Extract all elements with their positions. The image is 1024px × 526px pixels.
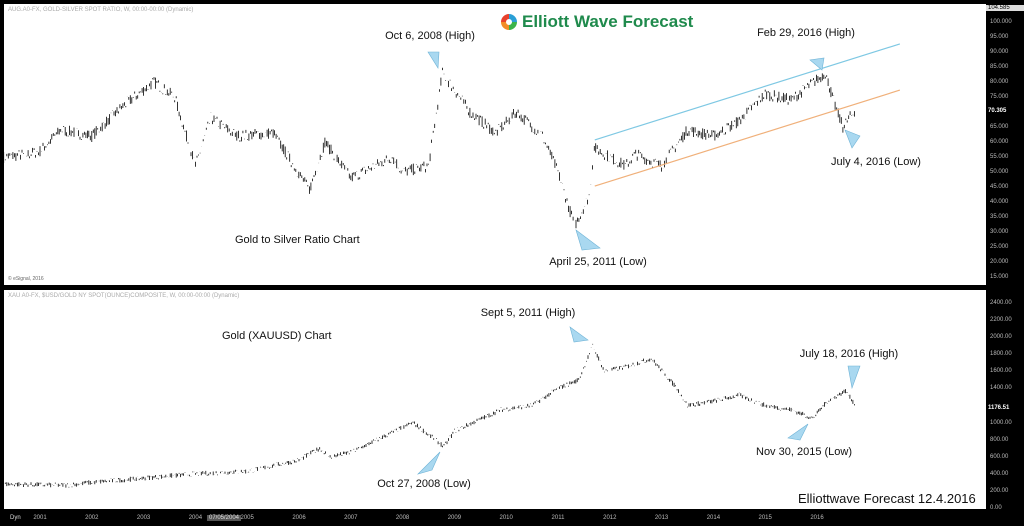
y-tick-label: 45.000 [990, 184, 1009, 190]
annotation-apr-2011-low: April 25, 2011 (Low) [549, 256, 647, 268]
lower-trendline [594, 89, 901, 187]
y-tick-label: 2200.00 [990, 317, 1012, 324]
y-tick-label: 25.000 [990, 244, 1009, 250]
callout-arrow-icon [787, 423, 809, 441]
annotation-oct-2008-low: Oct 27, 2008 (Low) [377, 478, 471, 490]
y-tick-label: 400.00 [990, 470, 1009, 477]
x-tick-label: 2003 [136, 515, 151, 521]
y-tick-label: 35.000 [990, 214, 1009, 220]
gold-chart-header: XAU A0-FX, $USD/GOLD NY SPOT(OUNCE)COMPO… [8, 293, 240, 299]
callout-arrow-icon [809, 57, 825, 71]
x-tick-label: 2007 [344, 515, 358, 521]
callout-arrow-icon [416, 451, 441, 475]
annotation-nov-2015-low: Nov 30, 2015 (Low) [756, 446, 852, 458]
last-price-label: 70.305 [986, 108, 1024, 115]
annotation-jul-2016-low: July 4, 2016 (Low) [831, 156, 921, 168]
ratio-price-line [3, 67, 855, 229]
y-tick-label: 800.00 [990, 436, 1009, 443]
callout-arrow-icon [427, 51, 440, 69]
callout-arrow-icon [575, 229, 601, 251]
y-tick-label: 200.00 [990, 487, 1009, 494]
annotation-oct-2008-high: Oct 6, 2008 (High) [385, 30, 475, 42]
y-tick-label: 15.000 [990, 274, 1009, 280]
gold-price-line [3, 343, 855, 488]
x-tick-label: 2015 [758, 515, 772, 521]
upper-trendline [594, 43, 901, 141]
x-tick-label: 2010 [499, 515, 513, 521]
x-tick-label: 2013 [654, 515, 669, 521]
annotation-sep-2011-high: Sept 5, 2011 (High) [480, 307, 576, 319]
y-tick-label: 55.000 [990, 154, 1009, 160]
callout-arrow-icon [569, 326, 589, 343]
copyright: © eSignal, 2016 [8, 276, 44, 282]
x-tick-label: 2002 [85, 515, 99, 521]
y-tick-label: 100.000 [990, 19, 1012, 25]
x-tick-label: 2001 [33, 515, 47, 521]
ratio-chart-title: Gold to Silver Ratio Chart [235, 234, 360, 246]
callout-arrow-icon [847, 365, 861, 390]
y-tick-label: 50.000 [990, 169, 1009, 175]
annotation-jul-2016-high: July 18, 2016 (High) [799, 348, 899, 360]
y-tick-label: 60.000 [990, 139, 1009, 145]
cursor-date: 07/05/2004 [206, 515, 242, 521]
ratio-chart-header: AUG.A0-FX, GOLD-SILVER SPOT RATIO, W, 00… [8, 7, 194, 13]
x-tick-label: 2009 [447, 515, 462, 521]
watermark: Elliottwave Forecast 12.4.2016 [798, 491, 976, 506]
x-tick-label: 2006 [292, 515, 306, 521]
dyn-label[interactable]: Dyn [10, 515, 21, 521]
y-tick-label: 600.00 [990, 453, 1009, 460]
logo-text: Elliott Wave Forecast [522, 12, 694, 31]
y-max-label: 104.585 [986, 5, 1024, 12]
y-tick-label: 1800.00 [990, 351, 1012, 358]
y-tick-label: 1600.00 [990, 368, 1012, 375]
y-tick-label: 80.000 [990, 79, 1009, 85]
gold-chart-title: Gold (XAUUSD) Chart [222, 330, 332, 342]
y-tick-label: 85.000 [990, 64, 1009, 70]
last-price-label: 1176.51 [986, 404, 1024, 411]
logo-icon [501, 14, 517, 30]
x-tick-label: 2004 [188, 515, 203, 521]
annotation-feb-2016-high: Feb 29, 2016 (High) [757, 27, 855, 39]
y-tick-label: 30.000 [990, 229, 1009, 235]
x-tick-label: 2005 [240, 515, 254, 521]
x-tick-label: 2008 [395, 515, 410, 521]
y-tick-label: 95.000 [990, 34, 1009, 40]
ratio-chart-panel[interactable]: AUG.A0-FX, GOLD-SILVER SPOT RATIO, W, 00… [4, 4, 986, 285]
y-tick-label: 0.00 [990, 505, 1002, 511]
y-tick-label: 1400.00 [990, 385, 1012, 392]
logo: Elliott Wave Forecast [500, 12, 693, 32]
y-tick-label: 1000.00 [990, 419, 1012, 426]
x-tick-label: 2011 [551, 515, 565, 521]
y-tick-label: 20.000 [990, 259, 1009, 265]
x-tick-label: 2016 [810, 515, 824, 521]
x-tick-label: 2014 [706, 515, 721, 521]
y-tick-label: 40.000 [990, 199, 1009, 205]
callout-arrow-icon [844, 129, 861, 149]
y-tick-label: 75.000 [990, 94, 1009, 100]
y-tick-label: 2000.00 [990, 334, 1012, 341]
y-tick-label: 65.000 [990, 124, 1009, 130]
y-tick-label: 90.000 [990, 49, 1009, 55]
y-tick-label: 2400.00 [990, 300, 1012, 306]
x-tick-label: 2012 [603, 515, 617, 521]
time-axis[interactable]: Dyn 07/05/2004 2001 2002 2003 2004 2005 2006 2… [0, 510, 1024, 526]
gold-chart-panel[interactable]: XAU A0-FX, $USD/GOLD NY SPOT(OUNCE)COMPO… [4, 290, 986, 509]
ratio-price-axis[interactable]: 100.000 95.000 90.000 85.000 80.000 75.000 65.… [986, 0, 1024, 288]
gold-price-axis[interactable]: 2400.00 2200.00 2000.00 1800.00 1600.00 1400.… [986, 288, 1024, 511]
